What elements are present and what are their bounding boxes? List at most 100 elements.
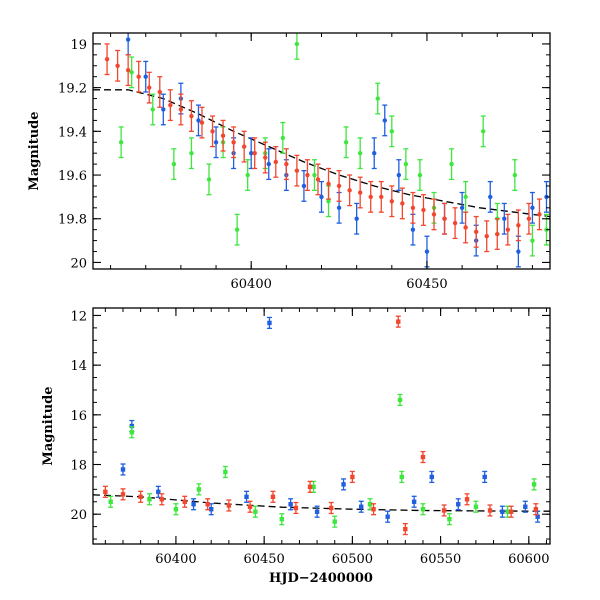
top-red-point [167, 89, 173, 122]
top-blue-point [213, 126, 219, 159]
bottom-red-point [402, 522, 408, 536]
top-red-point [252, 137, 258, 170]
top-xtick-label: 60450 [406, 277, 447, 292]
bottom-plot-area [93, 315, 550, 536]
top-blue-point [195, 104, 201, 137]
bottom-ytick-label: 20 [70, 508, 87, 523]
bottom-red-point [395, 315, 401, 328]
top-red-point [188, 100, 194, 132]
bottom-blue-point [499, 505, 505, 518]
top-green-point [171, 148, 177, 181]
bottom-red-point [293, 501, 299, 515]
bottom-red-point [182, 495, 188, 508]
top-ytick-label: 19.4 [58, 125, 87, 140]
bottom-xtick-label: 60500 [332, 552, 373, 567]
top-red-point [442, 202, 448, 235]
bottom-blue-point [314, 505, 320, 518]
bottom-green-point [146, 493, 152, 506]
bottom-xtick-label: 60400 [155, 552, 196, 567]
bottom-blue-point [120, 463, 126, 476]
bottom-y-axis-title: Magnitude [41, 386, 56, 465]
bottom-blue-point [358, 500, 364, 513]
bottom-red-point [349, 470, 355, 484]
bottom-red-point [533, 503, 539, 516]
bottom-ytick-label: 12 [70, 309, 87, 324]
bottom-red-point [205, 498, 211, 511]
bottom-green-point [222, 465, 228, 479]
bottom-xtick-label: 60450 [243, 552, 284, 567]
bottom-red-point [487, 504, 493, 517]
top-green-point [375, 82, 381, 115]
top-green-point [311, 159, 317, 191]
top-green-point [343, 126, 349, 159]
bottom-green-point [173, 503, 179, 516]
bottom-ytick-label: 16 [70, 409, 87, 424]
top-blue-point [266, 148, 272, 181]
top-blue-point [354, 202, 360, 235]
top-xtick-label: 60400 [231, 277, 272, 292]
top-red-point [494, 218, 500, 250]
top-ytick-label: 19.6 [58, 169, 87, 184]
top-blue-point [382, 104, 388, 137]
bottom-red-point [247, 500, 253, 513]
bottom-green-point [108, 495, 114, 508]
bottom-red-point [226, 499, 232, 512]
top-green-point [129, 56, 135, 89]
top-red-point [505, 213, 511, 246]
top-green-point [206, 163, 212, 196]
bottom-xtick-label: 60600 [508, 552, 549, 567]
top-blue-point [529, 191, 535, 224]
top-green-point [245, 159, 251, 191]
top-data-layer [93, 33, 550, 268]
bottom-x-axis-title: HJD−2400000 [269, 571, 373, 586]
bottom-red-point [508, 505, 514, 518]
top-green-point [389, 115, 395, 148]
top-green-point [403, 148, 409, 181]
top-red-point [199, 106, 205, 139]
bottom-axes-frame [92, 307, 551, 545]
bottom-red-point [420, 450, 426, 464]
bottom-blue-point [522, 500, 528, 513]
top-ytick-label: 19 [70, 38, 87, 53]
top-green-point [449, 148, 455, 181]
top-blue-point [396, 159, 402, 191]
top-red-point [368, 180, 374, 213]
top-green-point [234, 213, 240, 246]
bottom-green-point [129, 426, 135, 439]
top-blue-point [143, 60, 149, 93]
top-red-point [378, 180, 384, 213]
top-green-point [512, 159, 518, 191]
top-red-point [536, 198, 542, 231]
top-red-point [210, 115, 216, 148]
bottom-blue-point [266, 316, 272, 330]
top-plot-area [93, 33, 550, 268]
top-red-point [178, 93, 184, 126]
bottom-red-point [138, 490, 144, 503]
bottom-green-point [446, 513, 452, 526]
top-red-point [515, 209, 521, 242]
top-red-point [283, 148, 289, 181]
bottom-green-point [252, 505, 258, 518]
top-ytick-label: 19.8 [58, 213, 87, 228]
top-y-axis-title: Magnitude [27, 111, 42, 190]
bottom-blue-point [191, 498, 197, 511]
top-red-point [136, 60, 142, 93]
bottom-blue-point [411, 495, 417, 508]
bottom-blue-point [155, 485, 161, 498]
bottom-blue-point [385, 510, 391, 523]
top-green-point [529, 224, 535, 257]
top-red-point [125, 54, 131, 87]
bottom-blue-point [455, 498, 461, 511]
top-axes-ticks: 60400 60450 19 19.2 19.4 19.6 19.8 20 [58, 32, 550, 292]
top-red-point [220, 119, 226, 152]
top-red-point [484, 220, 490, 253]
top-red-point [357, 176, 363, 209]
top-red-point [273, 145, 279, 178]
bottom-red-point [270, 490, 276, 503]
top-red-point [336, 170, 342, 202]
top-blue-point [501, 202, 507, 235]
bottom-red-point [464, 493, 470, 506]
bottom-data-layer [93, 315, 550, 536]
top-red-point [115, 49, 121, 82]
top-blue-point [319, 180, 324, 213]
